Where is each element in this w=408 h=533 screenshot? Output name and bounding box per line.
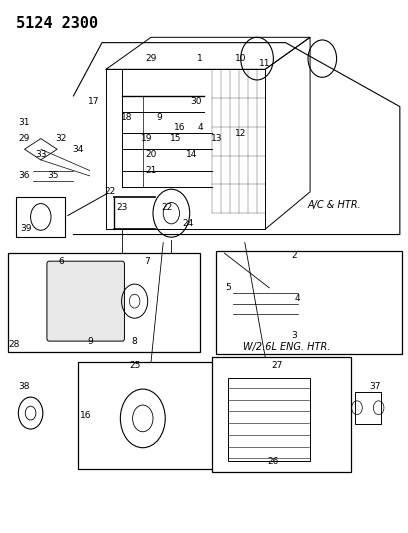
FancyBboxPatch shape xyxy=(16,197,65,237)
Text: 7: 7 xyxy=(144,257,150,265)
Text: W/2.6L ENG. HTR.: W/2.6L ENG. HTR. xyxy=(243,342,330,352)
Text: 4: 4 xyxy=(295,294,301,303)
Text: 3: 3 xyxy=(291,332,297,340)
Text: 10: 10 xyxy=(235,54,246,63)
Text: 18: 18 xyxy=(121,113,132,122)
Text: 4: 4 xyxy=(197,124,203,132)
FancyBboxPatch shape xyxy=(228,378,310,461)
Text: 28: 28 xyxy=(9,340,20,349)
FancyBboxPatch shape xyxy=(216,251,402,354)
Text: 14: 14 xyxy=(186,150,197,159)
Text: 33: 33 xyxy=(35,150,47,159)
Text: 39: 39 xyxy=(21,224,32,233)
FancyBboxPatch shape xyxy=(212,357,351,472)
Text: 31: 31 xyxy=(19,118,30,127)
Text: 19: 19 xyxy=(141,134,153,143)
FancyBboxPatch shape xyxy=(355,392,381,424)
FancyBboxPatch shape xyxy=(47,261,124,341)
Text: 38: 38 xyxy=(19,382,30,391)
Text: 29: 29 xyxy=(145,54,157,63)
Text: 34: 34 xyxy=(72,145,83,154)
Text: 6: 6 xyxy=(58,257,64,265)
Text: 24: 24 xyxy=(182,220,193,228)
Text: 12: 12 xyxy=(235,129,246,138)
Text: 37: 37 xyxy=(370,382,381,391)
Text: 1: 1 xyxy=(197,54,203,63)
Text: 9: 9 xyxy=(156,113,162,122)
Text: 36: 36 xyxy=(19,172,30,180)
Text: 35: 35 xyxy=(47,172,59,180)
Text: 30: 30 xyxy=(190,97,202,106)
Text: 15: 15 xyxy=(170,134,181,143)
Text: 21: 21 xyxy=(145,166,157,175)
Text: 11: 11 xyxy=(259,60,271,68)
Text: 27: 27 xyxy=(272,361,283,369)
Text: 32: 32 xyxy=(55,134,67,143)
Text: 23: 23 xyxy=(117,204,128,212)
Text: 20: 20 xyxy=(145,150,157,159)
Text: 9: 9 xyxy=(87,337,93,345)
Text: 22: 22 xyxy=(104,188,116,196)
Text: 5: 5 xyxy=(226,284,231,292)
Text: 29: 29 xyxy=(19,134,30,143)
Text: 17: 17 xyxy=(88,97,100,106)
Text: 22: 22 xyxy=(162,204,173,212)
FancyBboxPatch shape xyxy=(8,253,200,352)
Text: A/C & HTR.: A/C & HTR. xyxy=(308,200,361,210)
FancyBboxPatch shape xyxy=(78,362,224,469)
Text: 16: 16 xyxy=(80,411,91,420)
Text: 26: 26 xyxy=(268,457,279,465)
Text: 13: 13 xyxy=(211,134,222,143)
Text: 2: 2 xyxy=(291,252,297,260)
Text: 25: 25 xyxy=(129,361,140,369)
Text: 8: 8 xyxy=(132,337,137,345)
Text: 5124 2300: 5124 2300 xyxy=(16,16,98,31)
Text: 16: 16 xyxy=(174,124,185,132)
